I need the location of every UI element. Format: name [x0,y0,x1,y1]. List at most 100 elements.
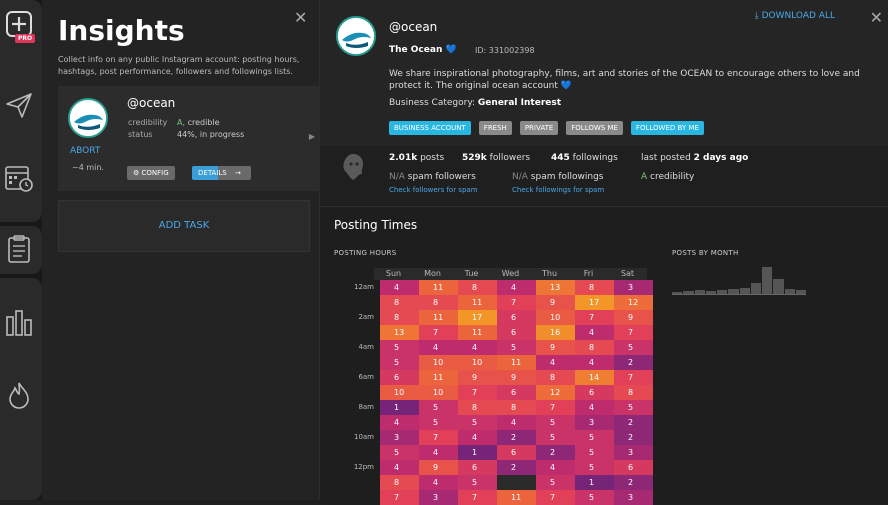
heatmap-cell[interactable]: 8 [380,475,419,490]
heatmap-cell[interactable]: 9 [536,340,575,355]
heatmap-cell[interactable]: 7 [536,400,575,415]
send-icon[interactable] [4,90,34,120]
heatmap-cell[interactable]: 5 [458,475,497,490]
heatmap-cell[interactable]: 8 [380,295,419,310]
heatmap-cell[interactable]: 11 [497,355,536,370]
heatmap-cell[interactable]: 7 [614,370,653,385]
heatmap-cell[interactable]: 13 [536,280,575,295]
heatmap-cell[interactable]: 4 [497,280,536,295]
heatmap-cell[interactable]: 8 [458,400,497,415]
heatmap-cell[interactable]: 8 [380,310,419,325]
heatmap-cell[interactable]: 5 [419,415,458,430]
heatmap-cell[interactable]: 17 [458,310,497,325]
heatmap-cell[interactable]: 7 [458,490,497,505]
heatmap-cell[interactable]: 6 [458,460,497,475]
heatmap-cell[interactable]: 3 [575,415,614,430]
heatmap-cell[interactable]: 7 [614,325,653,340]
task-card[interactable]: ABORT ~4 min. @ocean credibility A, cred… [58,86,319,191]
heatmap-cell[interactable]: 4 [380,280,419,295]
heatmap-cell[interactable]: 4 [419,340,458,355]
heatmap-cell[interactable]: 5 [614,400,653,415]
heatmap-cell[interactable]: 5 [575,445,614,460]
heatmap-cell[interactable]: 8 [536,370,575,385]
heatmap-cell[interactable]: 1 [458,445,497,460]
tasks-clipboard-icon[interactable] [4,234,34,264]
heatmap-cell[interactable]: 7 [536,490,575,505]
heatmap-cell[interactable]: 7 [419,430,458,445]
heatmap-cell[interactable]: 5 [575,430,614,445]
heatmap-cell[interactable]: 10 [419,385,458,400]
heatmap-cell[interactable]: 5 [419,400,458,415]
heatmap-cell[interactable]: 2 [497,430,536,445]
heatmap-cell[interactable]: 9 [614,310,653,325]
heatmap-cell[interactable]: 5 [536,415,575,430]
heatmap-cell[interactable]: 4 [575,400,614,415]
heatmap-cell[interactable]: 4 [419,445,458,460]
heatmap-cell[interactable]: 11 [419,370,458,385]
heatmap-cell[interactable]: 6 [575,385,614,400]
heatmap-cell[interactable]: 4 [575,325,614,340]
heatmap-cell[interactable]: 5 [497,340,536,355]
heatmap-cell[interactable]: 5 [380,445,419,460]
schedule-calendar-icon[interactable] [4,163,34,193]
heatmap-cell[interactable]: 4 [419,475,458,490]
heatmap-cell[interactable]: 16 [536,325,575,340]
heatmap-cell[interactable]: 17 [575,295,614,310]
heatmap-cell[interactable]: 8 [575,340,614,355]
trending-flame-icon[interactable] [4,380,34,410]
heatmap-cell[interactable]: 2 [614,475,653,490]
heatmap-cell[interactable]: 11 [458,325,497,340]
heatmap-cell[interactable]: 5 [575,460,614,475]
analytics-bars-icon[interactable] [4,308,34,338]
heatmap-cell[interactable]: 8 [419,295,458,310]
heatmap-cell[interactable]: 11 [419,280,458,295]
add-task-button[interactable]: ADD TASK [58,200,310,252]
heatmap-cell[interactable]: 10 [458,355,497,370]
abort-button[interactable]: ABORT [70,146,101,156]
heatmap-cell[interactable]: 8 [497,400,536,415]
heatmap-cell[interactable]: 10 [419,355,458,370]
check-followings-link[interactable]: Check followings for spam [512,186,605,194]
heatmap-cell[interactable]: 4 [497,415,536,430]
heatmap-cell[interactable]: 7 [380,490,419,505]
check-followers-link[interactable]: Check followers for spam [389,186,478,194]
heatmap-cell[interactable] [497,475,536,490]
heatmap-cell[interactable]: 13 [380,325,419,340]
download-all-button[interactable]: ⤓ DOWNLOAD ALL [755,11,835,21]
heatmap-cell[interactable]: 7 [458,385,497,400]
heatmap-cell[interactable]: 4 [380,460,419,475]
heatmap-cell[interactable]: 2 [614,430,653,445]
heatmap-cell[interactable]: 10 [380,385,419,400]
heatmap-cell[interactable]: 9 [536,295,575,310]
heatmap-cell[interactable]: 12 [536,385,575,400]
heatmap-cell[interactable]: 6 [614,460,653,475]
heatmap-cell[interactable]: 5 [614,340,653,355]
heatmap-cell[interactable]: 4 [458,430,497,445]
heatmap-cell[interactable]: 14 [575,370,614,385]
heatmap-cell[interactable]: 5 [458,415,497,430]
heatmap-cell[interactable]: 6 [380,370,419,385]
heatmap-cell[interactable]: 8 [614,385,653,400]
heatmap-cell[interactable]: 7 [497,295,536,310]
heatmap-cell[interactable]: 9 [497,370,536,385]
heatmap-cell[interactable]: 5 [536,475,575,490]
heatmap-cell[interactable]: 2 [614,355,653,370]
heatmap-cell[interactable]: 9 [419,460,458,475]
heatmap-cell[interactable]: 2 [614,415,653,430]
heatmap-cell[interactable]: 2 [497,460,536,475]
heatmap-cell[interactable]: 6 [497,325,536,340]
heatmap-cell[interactable]: 4 [380,415,419,430]
heatmap-cell[interactable]: 2 [536,445,575,460]
heatmap-cell[interactable]: 3 [380,430,419,445]
heatmap-cell[interactable]: 4 [458,340,497,355]
chevron-right-icon[interactable]: ▶ [308,132,315,141]
details-button[interactable]: DETAILS → [192,166,251,180]
heatmap-cell[interactable]: 9 [458,370,497,385]
heatmap-cell[interactable]: 1 [380,400,419,415]
heatmap-cell[interactable]: 6 [497,310,536,325]
close-icon[interactable]: ✕ [294,8,308,27]
heatmap-cell[interactable]: 7 [575,310,614,325]
heatmap-cell[interactable]: 10 [536,310,575,325]
heatmap-cell[interactable]: 5 [575,490,614,505]
heatmap-cell[interactable]: 7 [419,325,458,340]
